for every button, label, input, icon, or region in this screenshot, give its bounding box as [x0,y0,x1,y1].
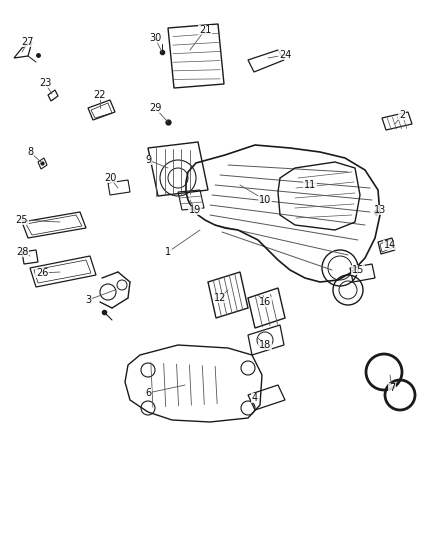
Text: 15: 15 [352,265,364,275]
Text: 30: 30 [149,33,161,43]
Text: 13: 13 [374,205,386,215]
Text: 1: 1 [165,247,171,257]
Text: 20: 20 [104,173,116,183]
Text: 19: 19 [189,205,201,215]
Text: 26: 26 [36,268,48,278]
Text: 27: 27 [22,37,34,47]
Text: 25: 25 [16,215,28,225]
Text: 6: 6 [145,388,151,398]
Text: 29: 29 [149,103,161,113]
Text: 10: 10 [259,195,271,205]
Text: 24: 24 [279,50,291,60]
Text: 8: 8 [27,147,33,157]
Text: 7: 7 [389,383,395,393]
Text: 2: 2 [399,110,405,120]
Text: 14: 14 [384,240,396,250]
Text: 28: 28 [16,247,28,257]
Text: 23: 23 [39,78,51,88]
Text: 9: 9 [145,155,151,165]
Text: 12: 12 [214,293,226,303]
Text: 18: 18 [259,340,271,350]
Text: 11: 11 [304,180,316,190]
Text: 3: 3 [85,295,91,305]
Text: 4: 4 [252,393,258,403]
Text: 22: 22 [94,90,106,100]
Text: 16: 16 [259,297,271,307]
Text: 21: 21 [199,25,211,35]
